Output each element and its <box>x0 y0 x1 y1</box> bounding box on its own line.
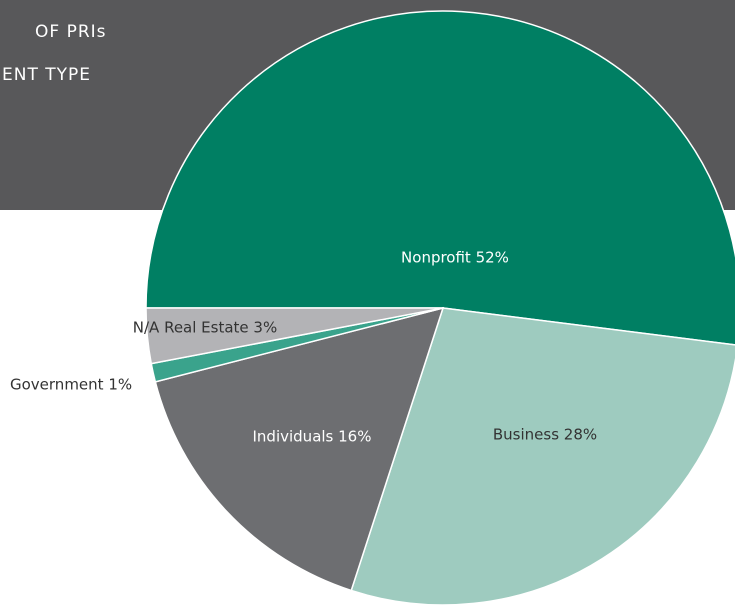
slice-label: Government 1% <box>10 376 132 394</box>
chart-title: ENT TYPE <box>2 65 91 85</box>
chart-title: OF PRIs <box>35 22 107 42</box>
pie-slice <box>145 307 444 365</box>
slice-label: Business 28% <box>493 426 597 444</box>
slice-label: Individuals 16% <box>253 428 372 446</box>
pie-slice <box>145 10 735 346</box>
slice-label: N/A Real Estate 3% <box>133 319 277 337</box>
slice-label: Nonprofit 52% <box>401 249 509 267</box>
pie-slice <box>154 306 445 592</box>
pie-slice <box>350 307 735 605</box>
